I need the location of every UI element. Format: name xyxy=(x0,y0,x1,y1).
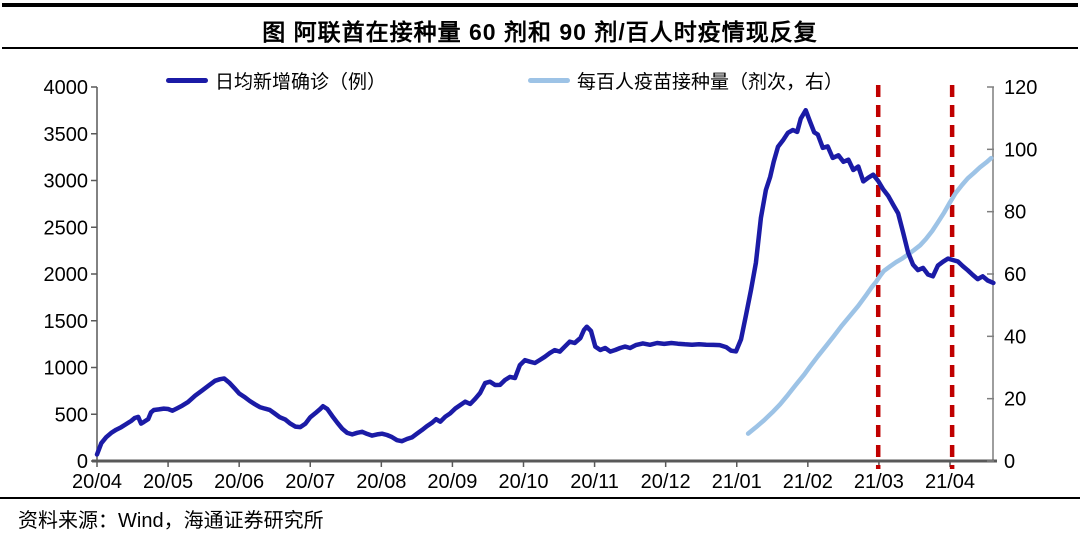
legend-label-vaccination: 每百人疫苗接种量（剂次，右） xyxy=(577,71,844,93)
y-left-tick-label: 0 xyxy=(77,451,88,473)
top-border-rule xyxy=(2,3,1078,7)
y-left-tick-label: 1500 xyxy=(44,311,89,333)
y-left-tick-label: 2500 xyxy=(44,217,89,239)
series-vaccination-line xyxy=(745,155,994,436)
y-right-tick-label: 100 xyxy=(1004,139,1037,161)
y-left-tick-label: 3500 xyxy=(44,124,89,146)
x-tick-label: 20/04 xyxy=(72,471,122,493)
y-right-tick-label: 40 xyxy=(1004,326,1026,348)
x-tick-label: 21/03 xyxy=(854,471,904,493)
x-tick-label: 20/06 xyxy=(214,471,264,493)
x-tick-label: 21/04 xyxy=(925,471,975,493)
y-right-tick-label: 120 xyxy=(1004,77,1037,99)
vaccination-line-swatch xyxy=(528,77,570,83)
legend-item-confirmed: 日均新增确诊（例） xyxy=(166,68,387,93)
y-left-tick-label: 1000 xyxy=(44,358,89,380)
source-divider-rule xyxy=(0,497,1080,499)
y-right-tick-label: 20 xyxy=(1004,389,1026,411)
x-tick-label: 20/11 xyxy=(570,471,619,493)
confirmed-line-swatch xyxy=(166,77,208,83)
y-right-tick-label: 60 xyxy=(1004,264,1026,286)
y-left-tick-label: 2000 xyxy=(44,264,89,286)
x-tick-label: 21/01 xyxy=(712,471,762,493)
x-tick-label: 20/09 xyxy=(427,471,477,493)
legend-item-vaccination: 每百人疫苗接种量（剂次，右） xyxy=(528,68,844,93)
y-right-tick-label: 80 xyxy=(1004,202,1026,224)
series-confirmed-line xyxy=(94,107,996,457)
legend-label-confirmed: 日均新增确诊（例） xyxy=(215,71,387,93)
x-tick-label: 20/07 xyxy=(285,471,335,493)
chart-title: 图 阿联酋在接种量 60 剂和 90 剂/百人时疫情现反复 xyxy=(262,19,818,45)
x-tick-label: 20/08 xyxy=(356,471,406,493)
y-left-tick-label: 500 xyxy=(55,404,88,426)
x-tick-label: 20/10 xyxy=(498,471,548,493)
y-right-tick-label: 0 xyxy=(1004,451,1015,473)
source-note: 资料来源：Wind，海通证券研究所 xyxy=(18,510,324,532)
x-tick-label: 20/05 xyxy=(143,471,193,493)
x-tick-label: 20/12 xyxy=(641,471,691,493)
title-underline-rule xyxy=(2,47,1078,49)
x-tick-label: 21/02 xyxy=(783,471,833,493)
y-left-tick-label: 3000 xyxy=(44,171,89,193)
y-left-tick-label: 4000 xyxy=(44,77,89,99)
